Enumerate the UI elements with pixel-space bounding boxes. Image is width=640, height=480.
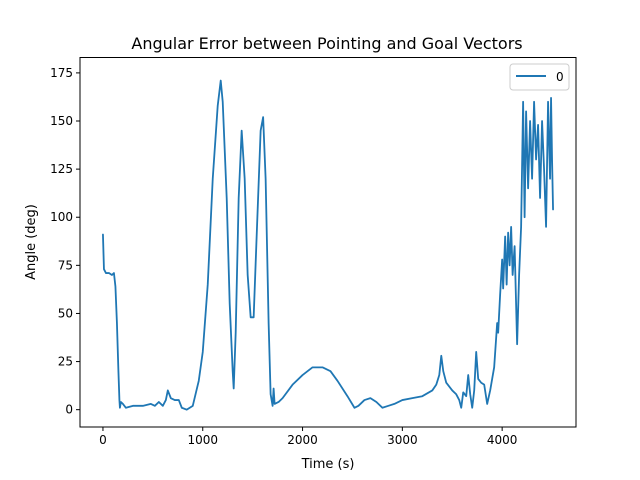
y-tick-label: 175 [50, 66, 73, 80]
x-tick-label: 3000 [387, 433, 418, 447]
legend-label-0: 0 [556, 70, 564, 84]
y-tick-label: 25 [58, 355, 73, 369]
x-axis-ticks: 0 1000 2000 3000 4000 [99, 427, 517, 447]
plot-area [79, 57, 577, 428]
y-tick-label: 0 [65, 403, 73, 417]
y-axis-ticks: 0 25 50 75 100 125 150 175 [50, 66, 80, 417]
series-layer [102, 79, 554, 411]
x-tick-label: 2000 [287, 433, 318, 447]
x-tick-label: 1000 [187, 433, 218, 447]
series-line-0 [102, 79, 554, 411]
y-axis-label: Angle (deg) [24, 204, 39, 280]
y-tick-label: 50 [58, 306, 73, 320]
y-tick-label: 125 [50, 162, 73, 176]
y-tick-label: 75 [58, 258, 73, 272]
axes-frame [79, 57, 577, 428]
chart-title: Angular Error between Pointing and Goal … [131, 34, 522, 53]
y-tick-label: 150 [50, 114, 73, 128]
y-tick-label: 100 [50, 210, 73, 224]
legend: 0 [509, 63, 570, 91]
x-tick-label: 4000 [487, 433, 518, 447]
x-tick-label: 0 [99, 433, 107, 447]
x-axis-label: Time (s) [301, 457, 355, 472]
